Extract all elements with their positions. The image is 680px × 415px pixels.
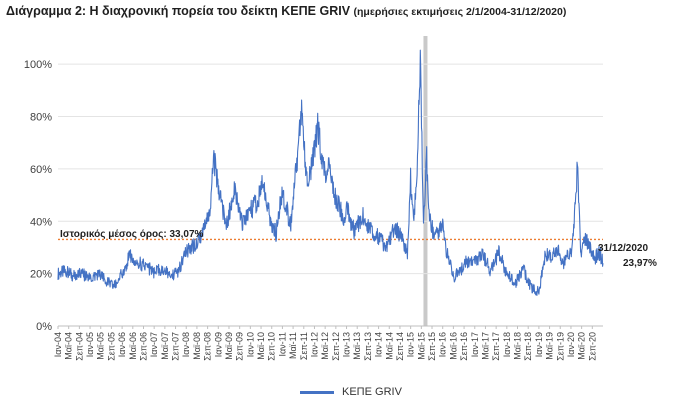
x-tick-label: Μαϊ-19	[545, 332, 555, 360]
x-tick-label: Σεπ-11	[299, 332, 309, 360]
x-tick-label: Μαϊ-11	[288, 332, 298, 359]
x-tick-label: Ιαν-19	[534, 332, 544, 357]
x-tick-label: Σεπ-20	[587, 332, 597, 361]
mean-line-label: Ιστορικός μέσος όρος: 33,07%	[60, 229, 204, 240]
legend-swatch	[300, 390, 334, 394]
y-tick-label: 60%	[30, 164, 52, 176]
x-tick-label: Ιαν-16	[438, 332, 448, 357]
x-tick-label: Σεπ-08	[203, 332, 213, 361]
x-tick-label: Ιαν-08	[181, 332, 191, 357]
y-tick-label: 80%	[30, 112, 52, 124]
x-tick-label: Μαϊ-14	[384, 332, 394, 360]
x-tick-label: Μαϊ-13	[352, 332, 362, 360]
x-tick-label: Ιαν-10	[245, 332, 255, 357]
x-tick-label: Ιαν-05	[85, 332, 95, 357]
last-date-annotation: 31/12/2020	[598, 243, 649, 254]
x-tick-label: Ιαν-04	[53, 332, 63, 357]
x-tick-label: Ιαν-18	[502, 332, 512, 357]
x-tick-label: Ιαν-06	[117, 332, 127, 357]
x-tick-label: Σεπ-15	[427, 332, 437, 361]
x-tick-label: Μαϊ-06	[128, 332, 138, 360]
x-tick-label: Σεπ-12	[331, 332, 341, 361]
x-tick-label: Σεπ-18	[523, 332, 533, 361]
x-tick-label: Μαϊ-15	[416, 332, 426, 360]
x-tick-label: Ιαν-09	[213, 332, 223, 357]
x-tick-label: Μαϊ-12	[320, 332, 330, 360]
x-tick-label: Ιαν-15	[406, 332, 416, 357]
x-tick-label: Σεπ-13	[363, 332, 373, 361]
y-tick-label: 0%	[36, 321, 52, 333]
legend-label: ΚΕΠΕ GRIV	[342, 386, 402, 398]
x-tick-label: Ιαν-07	[149, 332, 159, 357]
x-tick-label: Σεπ-19	[555, 332, 565, 361]
x-tick-label: Ιαν-20	[566, 332, 576, 357]
x-tick-label: Μαϊ-05	[96, 332, 106, 360]
y-tick-label: 40%	[30, 216, 52, 228]
x-tick-label: Σεπ-14	[395, 332, 405, 361]
x-tick-label: Μαϊ-20	[577, 332, 587, 360]
x-tick-label: Μαϊ-09	[224, 332, 234, 360]
x-tick-label: Μαϊ-04	[64, 332, 74, 360]
x-tick-label: Μαϊ-10	[256, 332, 266, 360]
x-tick-label: Μαϊ-18	[513, 332, 523, 360]
x-tick-label: Σεπ-09	[235, 332, 245, 361]
x-tick-label: Μαϊ-17	[480, 332, 490, 360]
x-tick-label: Ιαν-12	[309, 332, 319, 357]
x-tick-label: Σεπ-16	[459, 332, 469, 361]
y-tick-label: 20%	[30, 269, 52, 281]
legend: ΚΕΠΕ GRIV	[300, 386, 402, 398]
x-tick-label: Ιαν-14	[374, 332, 384, 357]
chart-title-subtitle: (ημερήσιες εκτιμήσεις 2/1/2004-31/12/202…	[353, 6, 567, 18]
x-tick-label: Σεπ-06	[138, 332, 148, 361]
x-tick-label: Μαϊ-08	[192, 332, 202, 360]
x-tick-label: Ιαν-13	[342, 332, 352, 357]
series-line-kepe-griv	[57, 49, 604, 296]
chart-title: Διάγραμμα 2: Η διαχρονική πορεία του δεί…	[6, 4, 566, 18]
x-tick-label: Ιαν-11	[277, 332, 287, 357]
x-tick-label: Σεπ-04	[74, 332, 84, 361]
x-tick-label: Σεπ-07	[171, 332, 181, 361]
x-tick-label: Ιαν-17	[470, 332, 480, 357]
y-tick-label: 100%	[24, 59, 52, 71]
x-tick-label: Μαϊ-16	[448, 332, 458, 360]
x-tick-label: Σεπ-05	[106, 332, 116, 361]
x-tick-label: Σεπ-17	[491, 332, 501, 361]
last-value-annotation: 23,97%	[623, 258, 657, 269]
chart-title-main: Διάγραμμα 2: Η διαχρονική πορεία του δεί…	[6, 4, 351, 18]
x-tick-label: Σεπ-10	[267, 332, 277, 361]
x-tick-label: Μαϊ-07	[160, 332, 170, 360]
